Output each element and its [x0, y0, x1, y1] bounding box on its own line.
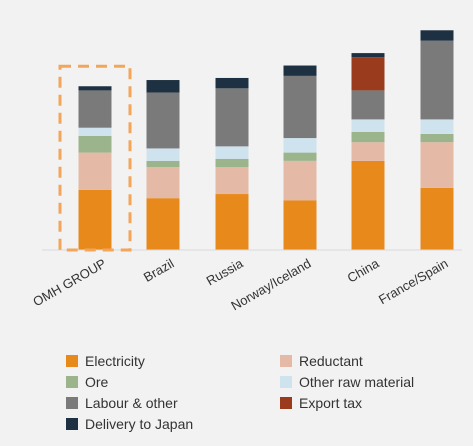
legend-label-electricity: Electricity [85, 352, 145, 369]
bar-segment-norway-iceland-delivery-to-japan [283, 65, 317, 76]
legend-label-other-raw-material: Other raw material [299, 373, 415, 390]
bar-segment-omh-group-reductant [78, 152, 112, 190]
bar-segment-omh-group-ore [78, 136, 112, 153]
bar-segment-russia-reductant [215, 167, 249, 195]
bar-segment-brazil-electricity [146, 198, 180, 250]
bar-segment-france-spain-delivery-to-japan [420, 30, 454, 41]
bar-segment-russia-ore [215, 158, 249, 168]
bar-segment-norway-iceland-reductant [283, 160, 317, 201]
bar-segment-brazil-reductant [146, 167, 180, 199]
bar-segment-france-spain-labour-other [420, 40, 454, 120]
bar-segment-norway-iceland-labour-other [283, 75, 317, 139]
bar-segment-brazil-other-raw-material [146, 148, 180, 161]
bar-segment-france-spain-reductant [420, 142, 454, 188]
x-tick-label-russia: Russia [204, 255, 247, 288]
bar-segment-brazil-delivery-to-japan [146, 80, 180, 93]
legend-label-reductant: Reductant [299, 352, 363, 369]
bar-segment-china-export-tax [351, 57, 385, 91]
legend-label-ore: Ore [85, 373, 109, 390]
legend-label-delivery-to-japan: Delivery to Japan [85, 415, 194, 432]
bar-segment-france-spain-other-raw-material [420, 119, 454, 134]
bar-segment-france-spain-ore [420, 133, 454, 143]
legend-swatch-electricity [66, 354, 78, 367]
legend: Electricity Reductant Ore Other raw mate… [66, 352, 466, 432]
legend-item-reductant: Reductant [280, 352, 466, 369]
bar-segment-norway-iceland-electricity [283, 200, 317, 250]
legend-swatch-export-tax [280, 396, 292, 409]
bar-segment-russia-other-raw-material [215, 146, 249, 159]
bar-segment-omh-group-electricity [78, 189, 112, 250]
bar-segment-russia-labour-other [215, 88, 249, 147]
legend-item-labour-other: Labour & other [66, 394, 280, 411]
bar-segment-russia-delivery-to-japan [215, 77, 249, 89]
legend-swatch-reductant [280, 354, 292, 367]
bar-segment-norway-iceland-other-raw-material [283, 138, 317, 153]
legend-item-other-raw-material: Other raw material [280, 373, 466, 390]
x-tick-label-china: China [345, 255, 383, 285]
bar-segment-russia-electricity [215, 194, 249, 250]
legend-item-electricity: Electricity [66, 352, 280, 369]
bar-segment-norway-iceland-ore [283, 152, 317, 161]
legend-label-labour-other: Labour & other [85, 394, 178, 411]
x-tick-label-brazil: Brazil [141, 256, 177, 285]
legend-swatch-other-raw-material [280, 375, 292, 388]
bar-segment-omh-group-labour-other [78, 90, 112, 128]
bar-segment-china-ore [351, 131, 385, 143]
bar-segment-brazil-ore [146, 160, 180, 168]
bar-segment-omh-group-delivery-to-japan [78, 86, 112, 91]
x-tick-label-omh-group: OMH GROUP [30, 256, 108, 310]
omh-highlight-box [58, 64, 132, 252]
legend-item-delivery-to-japan: Delivery to Japan [66, 415, 280, 432]
bar-segment-omh-group-other-raw-material [78, 127, 112, 136]
bar-segment-china-labour-other [351, 90, 385, 120]
bar-segment-china-electricity [351, 160, 385, 250]
bars-layer [78, 30, 454, 250]
bar-segment-china-delivery-to-japan [351, 53, 385, 58]
bar-segment-france-spain-electricity [420, 187, 454, 250]
bar-segment-china-other-raw-material [351, 119, 385, 132]
legend-item-ore: Ore [66, 373, 280, 390]
bar-segment-brazil-labour-other [146, 92, 180, 149]
x-tick-label-france-spain: France/Spain [376, 256, 450, 308]
bar-segment-china-reductant [351, 142, 385, 161]
legend-label-export-tax: Export tax [299, 394, 363, 411]
legend-item-export-tax: Export tax [280, 394, 466, 411]
legend-swatch-ore [66, 375, 78, 388]
legend-swatch-delivery-to-japan [66, 417, 78, 430]
legend-swatch-labour-other [66, 396, 78, 409]
